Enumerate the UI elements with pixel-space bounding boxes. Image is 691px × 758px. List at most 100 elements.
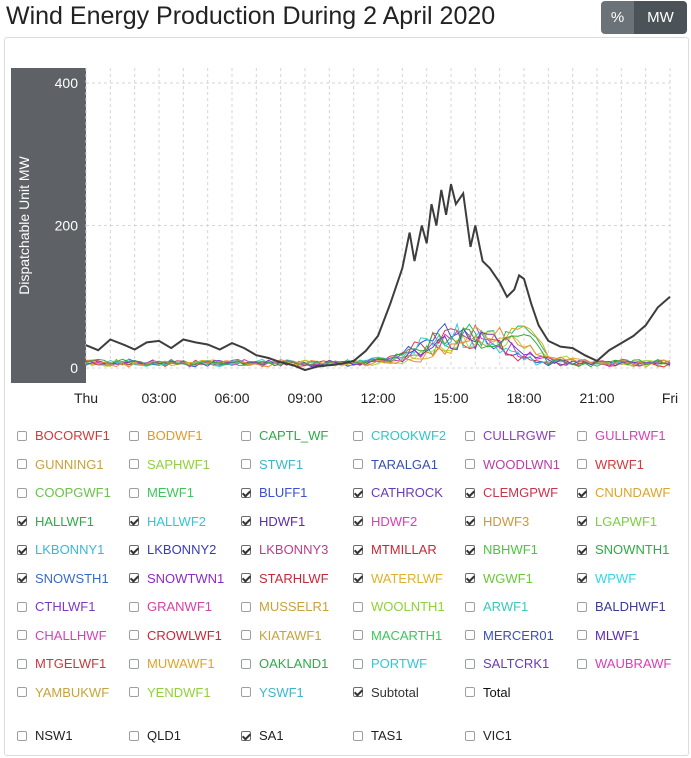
legend-item-coopgwf1[interactable]: COOPGWF1 (17, 485, 111, 500)
legend-item-nbhwf1[interactable]: NBHWF1 (465, 542, 538, 557)
legend-item-lkbonny3[interactable]: LKBONNY3 (241, 542, 328, 557)
region-vic1[interactable]: VIC1 (465, 728, 512, 743)
legend-checkbox[interactable] (353, 430, 363, 441)
legend-item-gunning1[interactable]: GUNNING1 (17, 457, 104, 472)
legend-checkbox[interactable] (353, 687, 363, 697)
legend-checkbox[interactable] (465, 459, 475, 469)
legend-checkbox[interactable] (17, 516, 27, 526)
legend-checkbox[interactable] (241, 459, 251, 469)
legend-checkbox[interactable] (17, 573, 27, 583)
legend-item-challhwf[interactable]: CHALLHWF (17, 628, 107, 643)
legend-checkbox[interactable] (465, 658, 475, 669)
legend-checkbox[interactable] (577, 573, 587, 583)
legend-checkbox[interactable] (241, 630, 251, 640)
legend-checkbox[interactable] (241, 573, 251, 583)
legend-checkbox[interactable] (577, 459, 587, 469)
legend-item-taralga1[interactable]: TARALGA1 (353, 457, 438, 472)
legend-item-macarth1[interactable]: MACARTH1 (353, 628, 442, 643)
legend-item-snownth1[interactable]: SNOWNTH1 (577, 542, 669, 557)
legend-checkbox[interactable] (577, 430, 587, 441)
legend-checkbox[interactable] (241, 544, 251, 555)
legend-item-portwf[interactable]: PORTWF (353, 656, 427, 671)
legend-item-muwawf1[interactable]: MUWAWF1 (129, 656, 215, 671)
legend-item-bodwf1[interactable]: BODWF1 (129, 428, 203, 443)
legend-item-mewf1[interactable]: MEWF1 (129, 485, 194, 500)
legend-checkbox[interactable] (577, 658, 587, 669)
legend-checkbox[interactable] (577, 487, 587, 498)
legend-checkbox[interactable] (129, 430, 139, 441)
legend-checkbox[interactable] (353, 601, 363, 612)
legend-item-saltcrk1[interactable]: SALTCRK1 (465, 656, 549, 671)
legend-item-captl-wf[interactable]: CAPTL_WF (241, 428, 328, 443)
legend-item-hallwf2[interactable]: HALLWF2 (129, 514, 206, 529)
legend-checkbox[interactable] (129, 516, 139, 526)
legend-checkbox[interactable] (129, 459, 139, 469)
legend-checkbox[interactable] (465, 687, 475, 697)
legend-item-hdwf3[interactable]: HDWF3 (465, 514, 529, 529)
legend-item-mtgelwf1[interactable]: MTGELWF1 (17, 656, 106, 671)
legend-checkbox[interactable] (353, 658, 363, 669)
legend-checkbox[interactable] (465, 573, 475, 583)
legend-item-snowtwn1[interactable]: SNOWTWN1 (129, 571, 224, 586)
legend-item-hallwf1[interactable]: HALLWF1 (17, 514, 94, 529)
legend-checkbox[interactable] (353, 487, 363, 498)
legend-checkbox[interactable] (465, 601, 475, 612)
legend-item-total[interactable]: Total (465, 685, 510, 700)
legend-checkbox[interactable] (129, 601, 139, 612)
legend-checkbox[interactable] (465, 516, 475, 526)
legend-item-clemgpwf[interactable]: CLEMGPWF (465, 485, 558, 500)
legend-item-wgwf1[interactable]: WGWF1 (465, 571, 533, 586)
legend-item-yambukwf[interactable]: YAMBUKWF (17, 685, 109, 700)
legend-item-yswf1[interactable]: YSWF1 (241, 685, 304, 700)
legend-checkbox[interactable] (353, 516, 363, 526)
legend-checkbox[interactable] (241, 687, 251, 697)
legend-item-cathrock[interactable]: CATHROCK (353, 485, 443, 500)
legend-item-yendwf1[interactable]: YENDWF1 (129, 685, 211, 700)
region-sa1[interactable]: SA1 (241, 728, 284, 743)
legend-item-wpwf[interactable]: WPWF (577, 571, 636, 586)
legend-item-lgapwf1[interactable]: LGAPWF1 (577, 514, 657, 529)
legend-checkbox[interactable] (241, 516, 251, 526)
legend-item-granwf1[interactable]: GRANWF1 (129, 599, 212, 614)
legend-checkbox[interactable] (577, 544, 587, 555)
legend-item-waterlwf[interactable]: WATERLWF (353, 571, 443, 586)
legend-item-baldhwf1[interactable]: BALDHWF1 (577, 599, 666, 614)
legend-item-cnundawf[interactable]: CNUNDAWF (577, 485, 670, 500)
legend-item-crookwf2[interactable]: CROOKWF2 (353, 428, 446, 443)
legend-item-woodlwn1[interactable]: WOODLWN1 (465, 457, 560, 472)
legend-checkbox[interactable] (241, 601, 251, 612)
legend-item-lkbonny1[interactable]: LKBONNY1 (17, 542, 104, 557)
legend-checkbox[interactable] (129, 487, 139, 498)
legend-checkbox[interactable] (17, 544, 27, 555)
legend-checkbox[interactable] (465, 544, 475, 555)
region-checkbox[interactable] (465, 730, 475, 741)
legend-item-wrwf1[interactable]: WRWF1 (577, 457, 644, 472)
legend-item-hdwf2[interactable]: HDWF2 (353, 514, 417, 529)
legend-checkbox[interactable] (465, 630, 475, 640)
region-checkbox[interactable] (241, 730, 251, 741)
legend-checkbox[interactable] (129, 630, 139, 640)
legend-item-subtotal[interactable]: Subtotal (353, 685, 419, 700)
legend-item-mlwf1[interactable]: MLWF1 (577, 628, 640, 643)
legend-item-waubrawf[interactable]: WAUBRAWF (577, 656, 671, 671)
legend-item-cthlwf1[interactable]: CTHLWF1 (17, 599, 95, 614)
legend-checkbox[interactable] (241, 487, 251, 498)
percent-toggle-button[interactable]: % (601, 1, 634, 34)
legend-checkbox[interactable] (17, 687, 27, 697)
mw-toggle-button[interactable]: MW (634, 1, 687, 34)
region-tas1[interactable]: TAS1 (353, 728, 403, 743)
legend-item-hdwf1[interactable]: HDWF1 (241, 514, 305, 529)
legend-checkbox[interactable] (17, 430, 27, 441)
legend-item-stwf1[interactable]: STWF1 (241, 457, 303, 472)
legend-checkbox[interactable] (17, 630, 27, 640)
legend-item-bocorwf1[interactable]: BOCORWF1 (17, 428, 110, 443)
legend-item-oakland1[interactable]: OAKLAND1 (241, 656, 328, 671)
region-checkbox[interactable] (17, 730, 27, 741)
legend-item-lkbonny2[interactable]: LKBONNY2 (129, 542, 216, 557)
region-nsw1[interactable]: NSW1 (17, 728, 73, 743)
legend-checkbox[interactable] (241, 430, 251, 441)
legend-item-cullrgwf[interactable]: CULLRGWF (465, 428, 556, 443)
legend-item-mercer01[interactable]: MERCER01 (465, 628, 554, 643)
legend-checkbox[interactable] (17, 658, 27, 669)
legend-item-musselr1[interactable]: MUSSELR1 (241, 599, 329, 614)
